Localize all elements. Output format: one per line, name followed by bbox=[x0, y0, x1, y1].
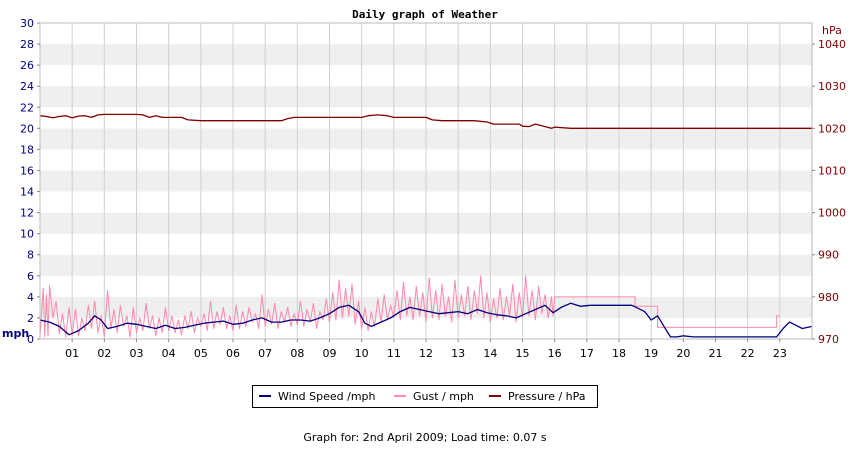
legend-label-pressure: Pressure / hPa bbox=[508, 390, 586, 403]
legend-item-pressure: Pressure / hPa bbox=[489, 390, 586, 403]
y-left-tick-label: 24 bbox=[20, 80, 34, 93]
x-tick-label: 12 bbox=[419, 347, 433, 360]
y-left-tick-label: 6 bbox=[27, 270, 34, 283]
y-right-tick-label: 1040 bbox=[818, 38, 846, 51]
y-left-tick-label: 16 bbox=[20, 164, 34, 177]
x-tick-label: 08 bbox=[290, 347, 304, 360]
y-left-tick-label: 14 bbox=[20, 186, 34, 199]
y-left-tick-label: 8 bbox=[27, 249, 34, 262]
y-right-tick-label: 1030 bbox=[818, 80, 846, 93]
footer-status: Graph for: 2nd April 2009; Load time: 0.… bbox=[303, 431, 547, 444]
x-tick-label: 11 bbox=[387, 347, 401, 360]
x-tick-label: 19 bbox=[644, 347, 658, 360]
series-layer bbox=[39, 113, 813, 338]
x-tick-label: 13 bbox=[451, 347, 465, 360]
x-tick-label: 16 bbox=[548, 347, 562, 360]
y-left-tick-label: 30 bbox=[20, 17, 34, 30]
legend-swatch-wind bbox=[259, 395, 271, 397]
y-right-tick-label: 1010 bbox=[818, 164, 846, 177]
x-tick-label: 01 bbox=[65, 347, 79, 360]
x-tick-label: 03 bbox=[130, 347, 144, 360]
x-tick-label: 17 bbox=[580, 347, 594, 360]
series-line-gust-mph bbox=[39, 275, 780, 338]
y-left-tick-label: 18 bbox=[20, 143, 34, 156]
chart-title: Daily graph of Weather bbox=[352, 8, 498, 21]
legend-swatch-gust bbox=[394, 395, 406, 397]
x-tick-label: 04 bbox=[162, 347, 176, 360]
y-left-tick-label: 28 bbox=[20, 38, 34, 51]
legend-swatch-pressure bbox=[489, 395, 501, 397]
x-tick-label: 23 bbox=[773, 347, 787, 360]
x-tick-label: 07 bbox=[258, 347, 272, 360]
axis-tick-labels: 0246810121416182022242628309709809901000… bbox=[20, 17, 846, 360]
x-tick-label: 15 bbox=[516, 347, 530, 360]
right-axis-unit: hPa bbox=[822, 24, 842, 37]
x-tick-label: 02 bbox=[97, 347, 111, 360]
axis-ticks bbox=[37, 22, 815, 342]
x-tick-label: 20 bbox=[676, 347, 690, 360]
x-tick-label: 05 bbox=[194, 347, 208, 360]
x-tick-label: 21 bbox=[709, 347, 723, 360]
y-left-tick-label: 0 bbox=[27, 333, 34, 346]
y-right-tick-label: 980 bbox=[818, 291, 839, 304]
y-left-tick-label: 10 bbox=[20, 228, 34, 241]
series-line-wind-speed-mph bbox=[39, 302, 813, 338]
vertical-gridlines bbox=[71, 23, 781, 339]
y-left-tick-label: 2 bbox=[27, 312, 34, 325]
y-right-tick-label: 1000 bbox=[818, 207, 846, 220]
y-right-tick-label: 990 bbox=[818, 249, 839, 262]
x-tick-label: 09 bbox=[323, 347, 337, 360]
legend: Wind Speed /mph Gust / mph Pressure / hP… bbox=[252, 385, 598, 408]
left-axis-unit: mph bbox=[2, 327, 29, 340]
y-right-tick-label: 970 bbox=[818, 333, 839, 346]
series-line-pressure-hpa bbox=[39, 113, 812, 129]
x-tick-label: 10 bbox=[355, 347, 369, 360]
legend-label-gust: Gust / mph bbox=[413, 390, 474, 403]
x-tick-label: 14 bbox=[483, 347, 497, 360]
legend-label-wind: Wind Speed /mph bbox=[278, 390, 376, 403]
x-tick-label: 06 bbox=[226, 347, 240, 360]
legend-item-gust: Gust / mph bbox=[394, 390, 474, 403]
x-tick-label: 22 bbox=[741, 347, 755, 360]
legend-item-wind: Wind Speed /mph bbox=[259, 390, 376, 403]
y-left-tick-label: 12 bbox=[20, 207, 34, 220]
y-left-tick-label: 26 bbox=[20, 59, 34, 72]
y-right-tick-label: 1020 bbox=[818, 122, 846, 135]
y-left-tick-label: 20 bbox=[20, 122, 34, 135]
y-left-tick-label: 4 bbox=[27, 291, 34, 304]
x-tick-label: 18 bbox=[612, 347, 626, 360]
y-left-tick-label: 22 bbox=[20, 101, 34, 114]
